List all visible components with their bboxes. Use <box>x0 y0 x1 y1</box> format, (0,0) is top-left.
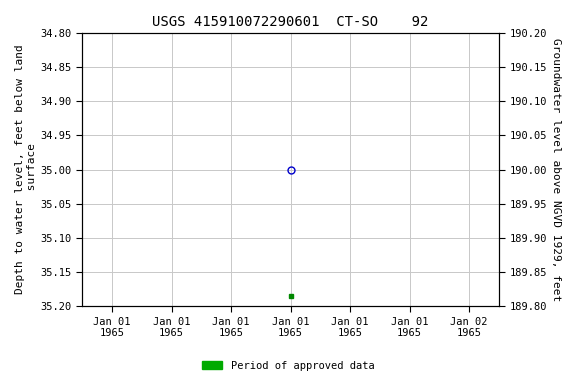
Title: USGS 415910072290601  CT-SO    92: USGS 415910072290601 CT-SO 92 <box>153 15 429 29</box>
Y-axis label: Groundwater level above NGVD 1929, feet: Groundwater level above NGVD 1929, feet <box>551 38 561 301</box>
Y-axis label: Depth to water level, feet below land
 surface: Depth to water level, feet below land su… <box>15 45 37 295</box>
Legend: Period of approved data: Period of approved data <box>198 357 378 375</box>
